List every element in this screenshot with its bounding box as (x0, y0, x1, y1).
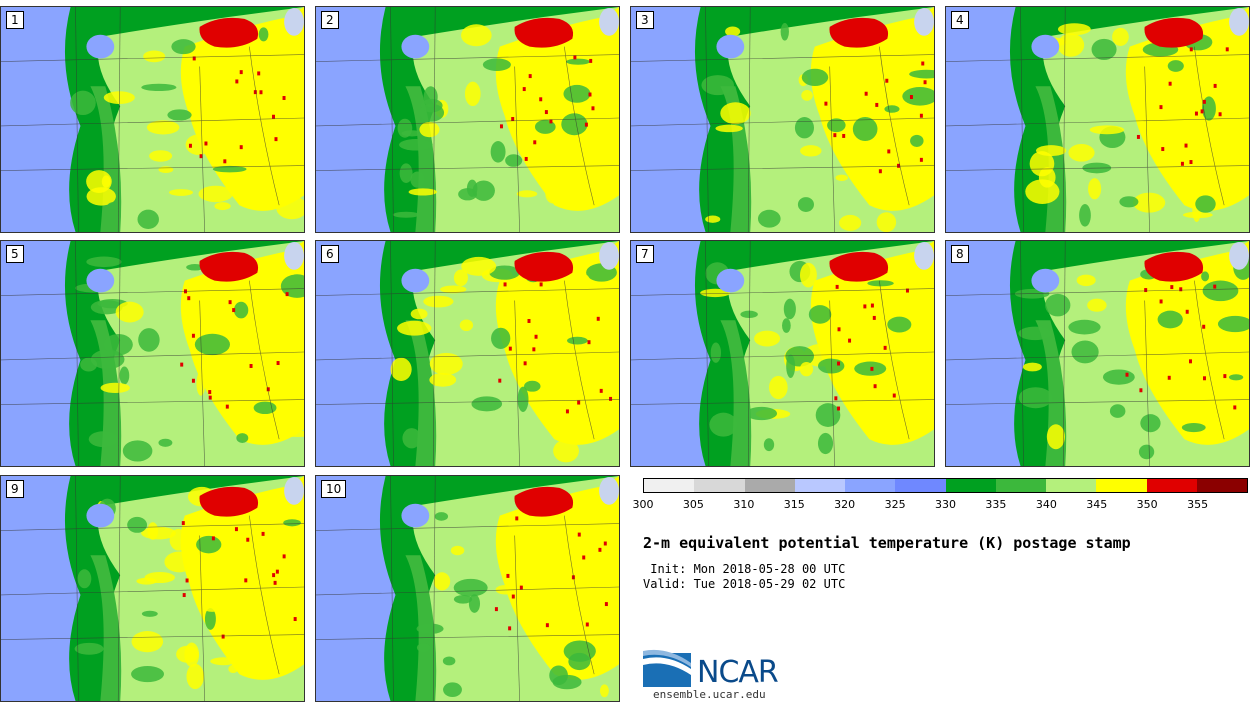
ensemble-member-panel: 8 (945, 240, 1250, 467)
colorbar-segment (945, 479, 996, 492)
ncar-logo-text: NCAR (697, 655, 779, 690)
colorbar-tick-label: 325 (884, 498, 906, 511)
panel-number-label: 3 (636, 11, 654, 29)
ncar-logo (643, 649, 691, 687)
ensemble-member-panel: 6 (315, 240, 620, 467)
colorbar-segment (995, 479, 1046, 492)
valid-time: Valid: Tue 2018-05-29 02 UTC (643, 577, 846, 591)
colorbar-segment (744, 479, 795, 492)
panel-number-label: 5 (6, 245, 24, 263)
site-url: ensemble.ucar.edu (653, 688, 766, 701)
ensemble-member-panel: 3 (630, 6, 935, 233)
colorbar (643, 478, 1248, 493)
colorbar-segment (1046, 479, 1097, 492)
colorbar-tick-label: 350 (1136, 498, 1158, 511)
colorbar-tick-label: 305 (682, 498, 704, 511)
panel-number-label: 9 (6, 480, 24, 498)
panel-number-label: 8 (951, 245, 969, 263)
colorbar-segment (1196, 479, 1247, 492)
panel-number-label: 7 (636, 245, 654, 263)
ensemble-member-panel: 9 (0, 475, 305, 702)
colorbar-tick-label: 355 (1187, 498, 1209, 511)
colorbar-segment (644, 479, 695, 492)
colorbar-tick-label: 300 (632, 498, 654, 511)
colorbar-segment (1096, 479, 1147, 492)
panel-number-label: 1 (6, 11, 24, 29)
colorbar-tick-label: 320 (834, 498, 856, 511)
colorbar-segment (895, 479, 946, 492)
colorbar-segment (845, 479, 896, 492)
colorbar-tick-label: 345 (1086, 498, 1108, 511)
colorbar-segment (1146, 479, 1197, 492)
colorbar-tick-label: 335 (985, 498, 1007, 511)
plot-title: 2-m equivalent potential temperature (K)… (643, 534, 1131, 552)
colorbar-segment (794, 479, 845, 492)
ensemble-member-panel: 10 (315, 475, 620, 702)
ensemble-member-panel: 2 (315, 6, 620, 233)
init-time: Init: Mon 2018-05-28 00 UTC (643, 562, 846, 576)
panel-number-label: 10 (321, 480, 347, 498)
colorbar-tick-label: 315 (783, 498, 805, 511)
colorbar-segment (694, 479, 745, 492)
colorbar-ticks: 300 305 310 315 320 325 330 335 340 345 350 355 (633, 498, 1248, 512)
colorbar-tick-label: 310 (733, 498, 755, 511)
ensemble-member-panel: 7 (630, 240, 935, 467)
panel-number-label: 6 (321, 245, 339, 263)
ensemble-member-panel: 4 (945, 6, 1250, 233)
ensemble-member-panel: 5 (0, 240, 305, 467)
colorbar-tick-label: 330 (935, 498, 956, 511)
panel-number-label: 2 (321, 11, 339, 29)
ensemble-member-panel: 1 (0, 6, 305, 233)
colorbar-tick-label: 340 (1035, 498, 1057, 511)
panel-number-label: 4 (951, 11, 969, 29)
